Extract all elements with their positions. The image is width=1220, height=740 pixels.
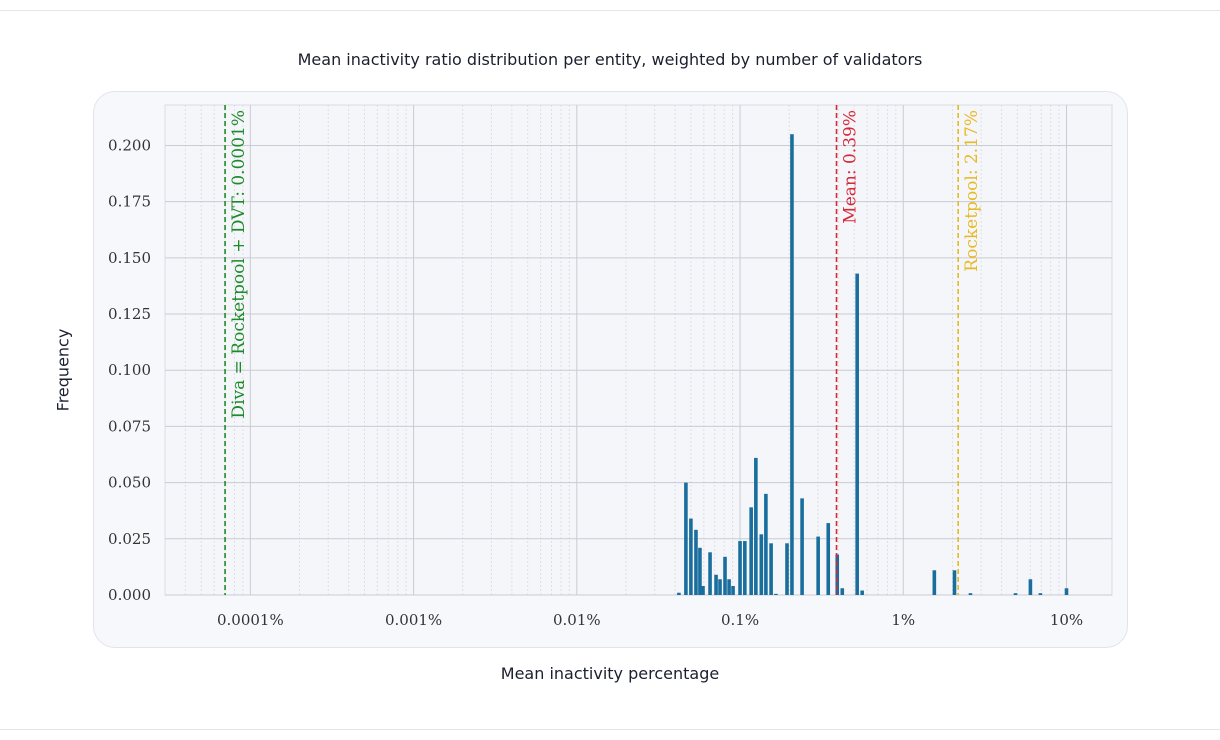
histogram-bar xyxy=(840,588,845,595)
histogram-bar xyxy=(1038,593,1043,595)
histogram-bar xyxy=(689,518,693,595)
histogram-bar xyxy=(826,523,831,595)
y-tick-label: 0.150 xyxy=(108,249,151,267)
bottom-divider xyxy=(0,729,1220,730)
y-tick-label: 0.125 xyxy=(108,305,151,323)
histogram-bar xyxy=(708,552,712,595)
plot-area xyxy=(164,104,1113,596)
histogram-bar xyxy=(718,579,722,595)
reference-line-label: Rocketpool: 2.17% xyxy=(962,110,982,272)
histogram-bar xyxy=(749,507,753,595)
histogram-bar xyxy=(1064,588,1069,595)
histogram-bar xyxy=(694,529,698,595)
y-tick-label: 0.050 xyxy=(108,474,151,492)
top-divider xyxy=(0,10,1220,11)
x-tick-label: 0.01% xyxy=(553,611,601,629)
histogram-bar xyxy=(754,457,758,595)
x-tick-label: 10% xyxy=(1050,611,1083,629)
histogram-bar xyxy=(764,493,768,595)
y-tick-label: 0.175 xyxy=(108,193,151,211)
x-tick-label: 0.001% xyxy=(385,611,442,629)
histogram-bar xyxy=(698,547,702,595)
histogram-bar xyxy=(835,554,840,595)
y-tick-label: 0.000 xyxy=(108,586,151,604)
y-tick-label: 0.025 xyxy=(108,530,151,548)
x-axis-label: Mean inactivity percentage xyxy=(500,664,720,683)
chart-title: Mean inactivity ratio distribution per e… xyxy=(297,50,923,69)
histogram-bar xyxy=(800,498,804,595)
x-tick-label: 0.1% xyxy=(721,611,759,629)
x-tick-label: 0.0001% xyxy=(217,611,284,629)
reference-line-label: Diva = Rocketpool + DVT: 0.0001% xyxy=(229,110,249,419)
histogram-bar xyxy=(743,541,747,595)
histogram-bar xyxy=(759,534,764,595)
histogram-bar xyxy=(714,574,718,595)
y-tick-label: 0.075 xyxy=(108,417,151,435)
histogram-bar xyxy=(860,590,864,595)
histogram-bar xyxy=(785,543,789,595)
histogram-bar xyxy=(701,586,705,595)
histogram-bar xyxy=(1013,593,1018,595)
histogram-bar xyxy=(855,273,859,595)
histogram-bar xyxy=(684,482,688,595)
histogram-bar xyxy=(968,593,973,595)
histogram-bar xyxy=(731,586,735,595)
y-tick-label: 0.100 xyxy=(108,361,151,379)
x-tick-label: 1% xyxy=(891,611,915,629)
reference-line-label: Mean: 0.39% xyxy=(841,110,861,224)
histogram-bar xyxy=(952,570,957,595)
histogram-bar xyxy=(790,134,794,595)
y-axis-label: Frequency xyxy=(53,328,73,412)
histogram-bar xyxy=(816,536,820,595)
histogram-bar xyxy=(769,543,773,595)
histogram-bar xyxy=(727,579,731,595)
histogram-bar xyxy=(774,593,778,595)
histogram-bar xyxy=(1028,579,1033,595)
histogram-bar xyxy=(738,541,742,595)
histogram-bar xyxy=(723,556,727,595)
y-tick-label: 0.200 xyxy=(108,136,151,154)
histogram-bar xyxy=(677,592,681,595)
histogram-bar xyxy=(932,570,937,595)
